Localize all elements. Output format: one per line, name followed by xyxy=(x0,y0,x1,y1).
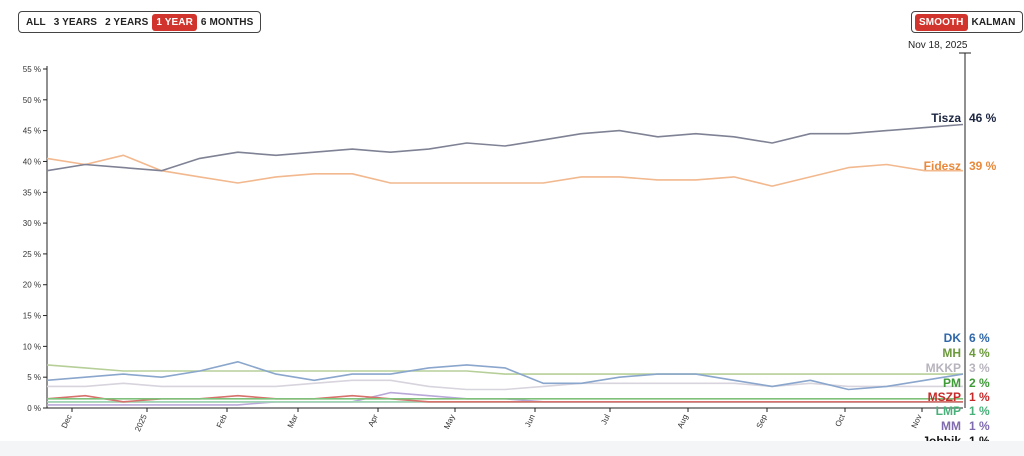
time-range-selector: ALL 3 YEARS 2 YEARS 1 YEAR 6 MONTHS xyxy=(18,11,262,33)
series-value-fidesz: 39 % xyxy=(969,159,997,173)
range-6-months-button[interactable]: 6 MONTHS xyxy=(200,16,254,28)
series-label-mkkp: MKKP xyxy=(926,361,961,375)
y-tick-label: 25 % xyxy=(23,250,41,259)
y-tick-label: 0 % xyxy=(27,404,41,413)
footer-strip xyxy=(0,441,1024,456)
cursor-date-label: Nov 18, 2025 xyxy=(908,40,968,51)
range-1-year-button[interactable]: 1 YEAR xyxy=(152,13,197,31)
x-tick-label: Nov xyxy=(910,413,924,430)
x-tick-label: Jul xyxy=(599,413,612,426)
x-tick-label: Oct xyxy=(833,412,847,428)
series-value-dk: 6 % xyxy=(969,331,990,345)
range-3-years-button[interactable]: 3 YEARS xyxy=(53,16,98,28)
range-all-button[interactable]: ALL xyxy=(26,16,46,28)
y-tick-label: 50 % xyxy=(23,96,41,105)
series-line-tisza xyxy=(46,123,964,172)
y-tick-label: 45 % xyxy=(23,127,41,136)
series-line-mkkp xyxy=(47,379,963,391)
x-tick-label: Apr xyxy=(366,413,380,428)
series-value-pm: 2 % xyxy=(969,376,990,390)
range-2-years-button[interactable]: 2 YEARS xyxy=(105,16,149,28)
y-tick-label: 5 % xyxy=(27,373,41,382)
series-label-mszp: MSZP xyxy=(928,390,961,404)
x-tick-label: Dec xyxy=(60,413,74,430)
series-value-mh: 4 % xyxy=(969,346,990,360)
series-label-mh: MH xyxy=(942,346,961,360)
smoothing-mode-selector: SMOOTH KALMAN xyxy=(911,11,1024,33)
series-label-pm: PM xyxy=(943,376,961,390)
series-value-mm: 1 % xyxy=(969,419,990,433)
mode-smooth-button[interactable]: SMOOTH xyxy=(915,13,968,31)
series-line-fidesz xyxy=(46,154,963,187)
y-tick-label: 55 % xyxy=(23,65,41,74)
x-tick-label: Sep xyxy=(755,413,769,430)
y-tick-label: 40 % xyxy=(23,157,41,166)
x-tick-label: Mar xyxy=(286,413,300,430)
x-tick-label: May xyxy=(442,413,457,431)
y-tick-label: 20 % xyxy=(23,281,41,290)
series-value-lmp: 1 % xyxy=(969,404,990,418)
series-line-dk xyxy=(46,360,964,391)
y-tick-label: 15 % xyxy=(23,312,41,321)
x-tick-label: Aug xyxy=(676,413,690,430)
x-tick-label: Jun xyxy=(523,413,537,429)
y-tick-label: 10 % xyxy=(23,342,41,351)
series-label-fidesz: Fidesz xyxy=(924,159,961,173)
x-tick-label: Feb xyxy=(215,413,229,430)
series-label-mm: MM xyxy=(941,419,961,433)
y-tick-label: 30 % xyxy=(23,219,41,228)
series-label-tisza: Tisza xyxy=(931,111,961,125)
series-label-lmp: LMP xyxy=(936,404,961,418)
series-label-dk: DK xyxy=(944,331,962,345)
x-tick-label: 2025 xyxy=(133,413,149,433)
y-tick-label: 35 % xyxy=(23,188,41,197)
series-value-tisza: 46 % xyxy=(969,111,997,125)
series-value-mszp: 1 % xyxy=(969,390,990,404)
series-value-mkkp: 3 % xyxy=(969,361,990,375)
mode-kalman-button[interactable]: KALMAN xyxy=(971,16,1016,28)
